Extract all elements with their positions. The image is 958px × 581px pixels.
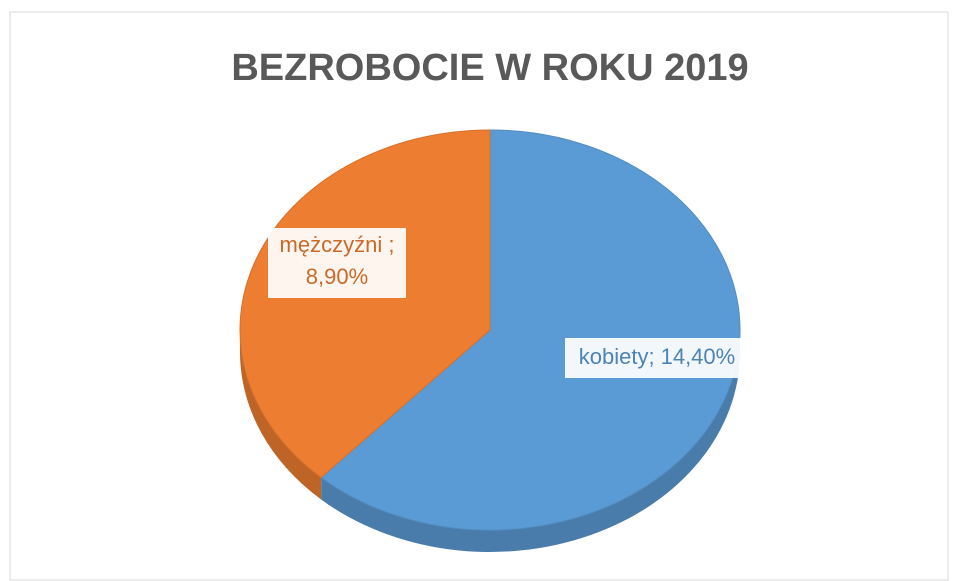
pie-slice — [239, 129, 491, 479]
pie-slice-side — [321, 330, 740, 552]
pie-slice-side — [240, 330, 322, 500]
data-label: mężczyźni ; — [280, 232, 395, 257]
data-label-box — [268, 228, 406, 298]
data-label: kobiety; 14,40% — [579, 344, 735, 369]
data-label: 8,90% — [306, 264, 368, 289]
data-label-part: 14,40% — [661, 344, 736, 369]
pie-slice — [320, 129, 741, 531]
data-label-part: 8,90% — [306, 264, 368, 289]
data-label-part: kobiety; — [579, 344, 655, 369]
data-label-part: mężczyźni ; — [280, 232, 395, 257]
chart-title: BEZROBOCIE W ROKU 2019 — [231, 47, 748, 89]
data-label-box — [565, 338, 750, 378]
